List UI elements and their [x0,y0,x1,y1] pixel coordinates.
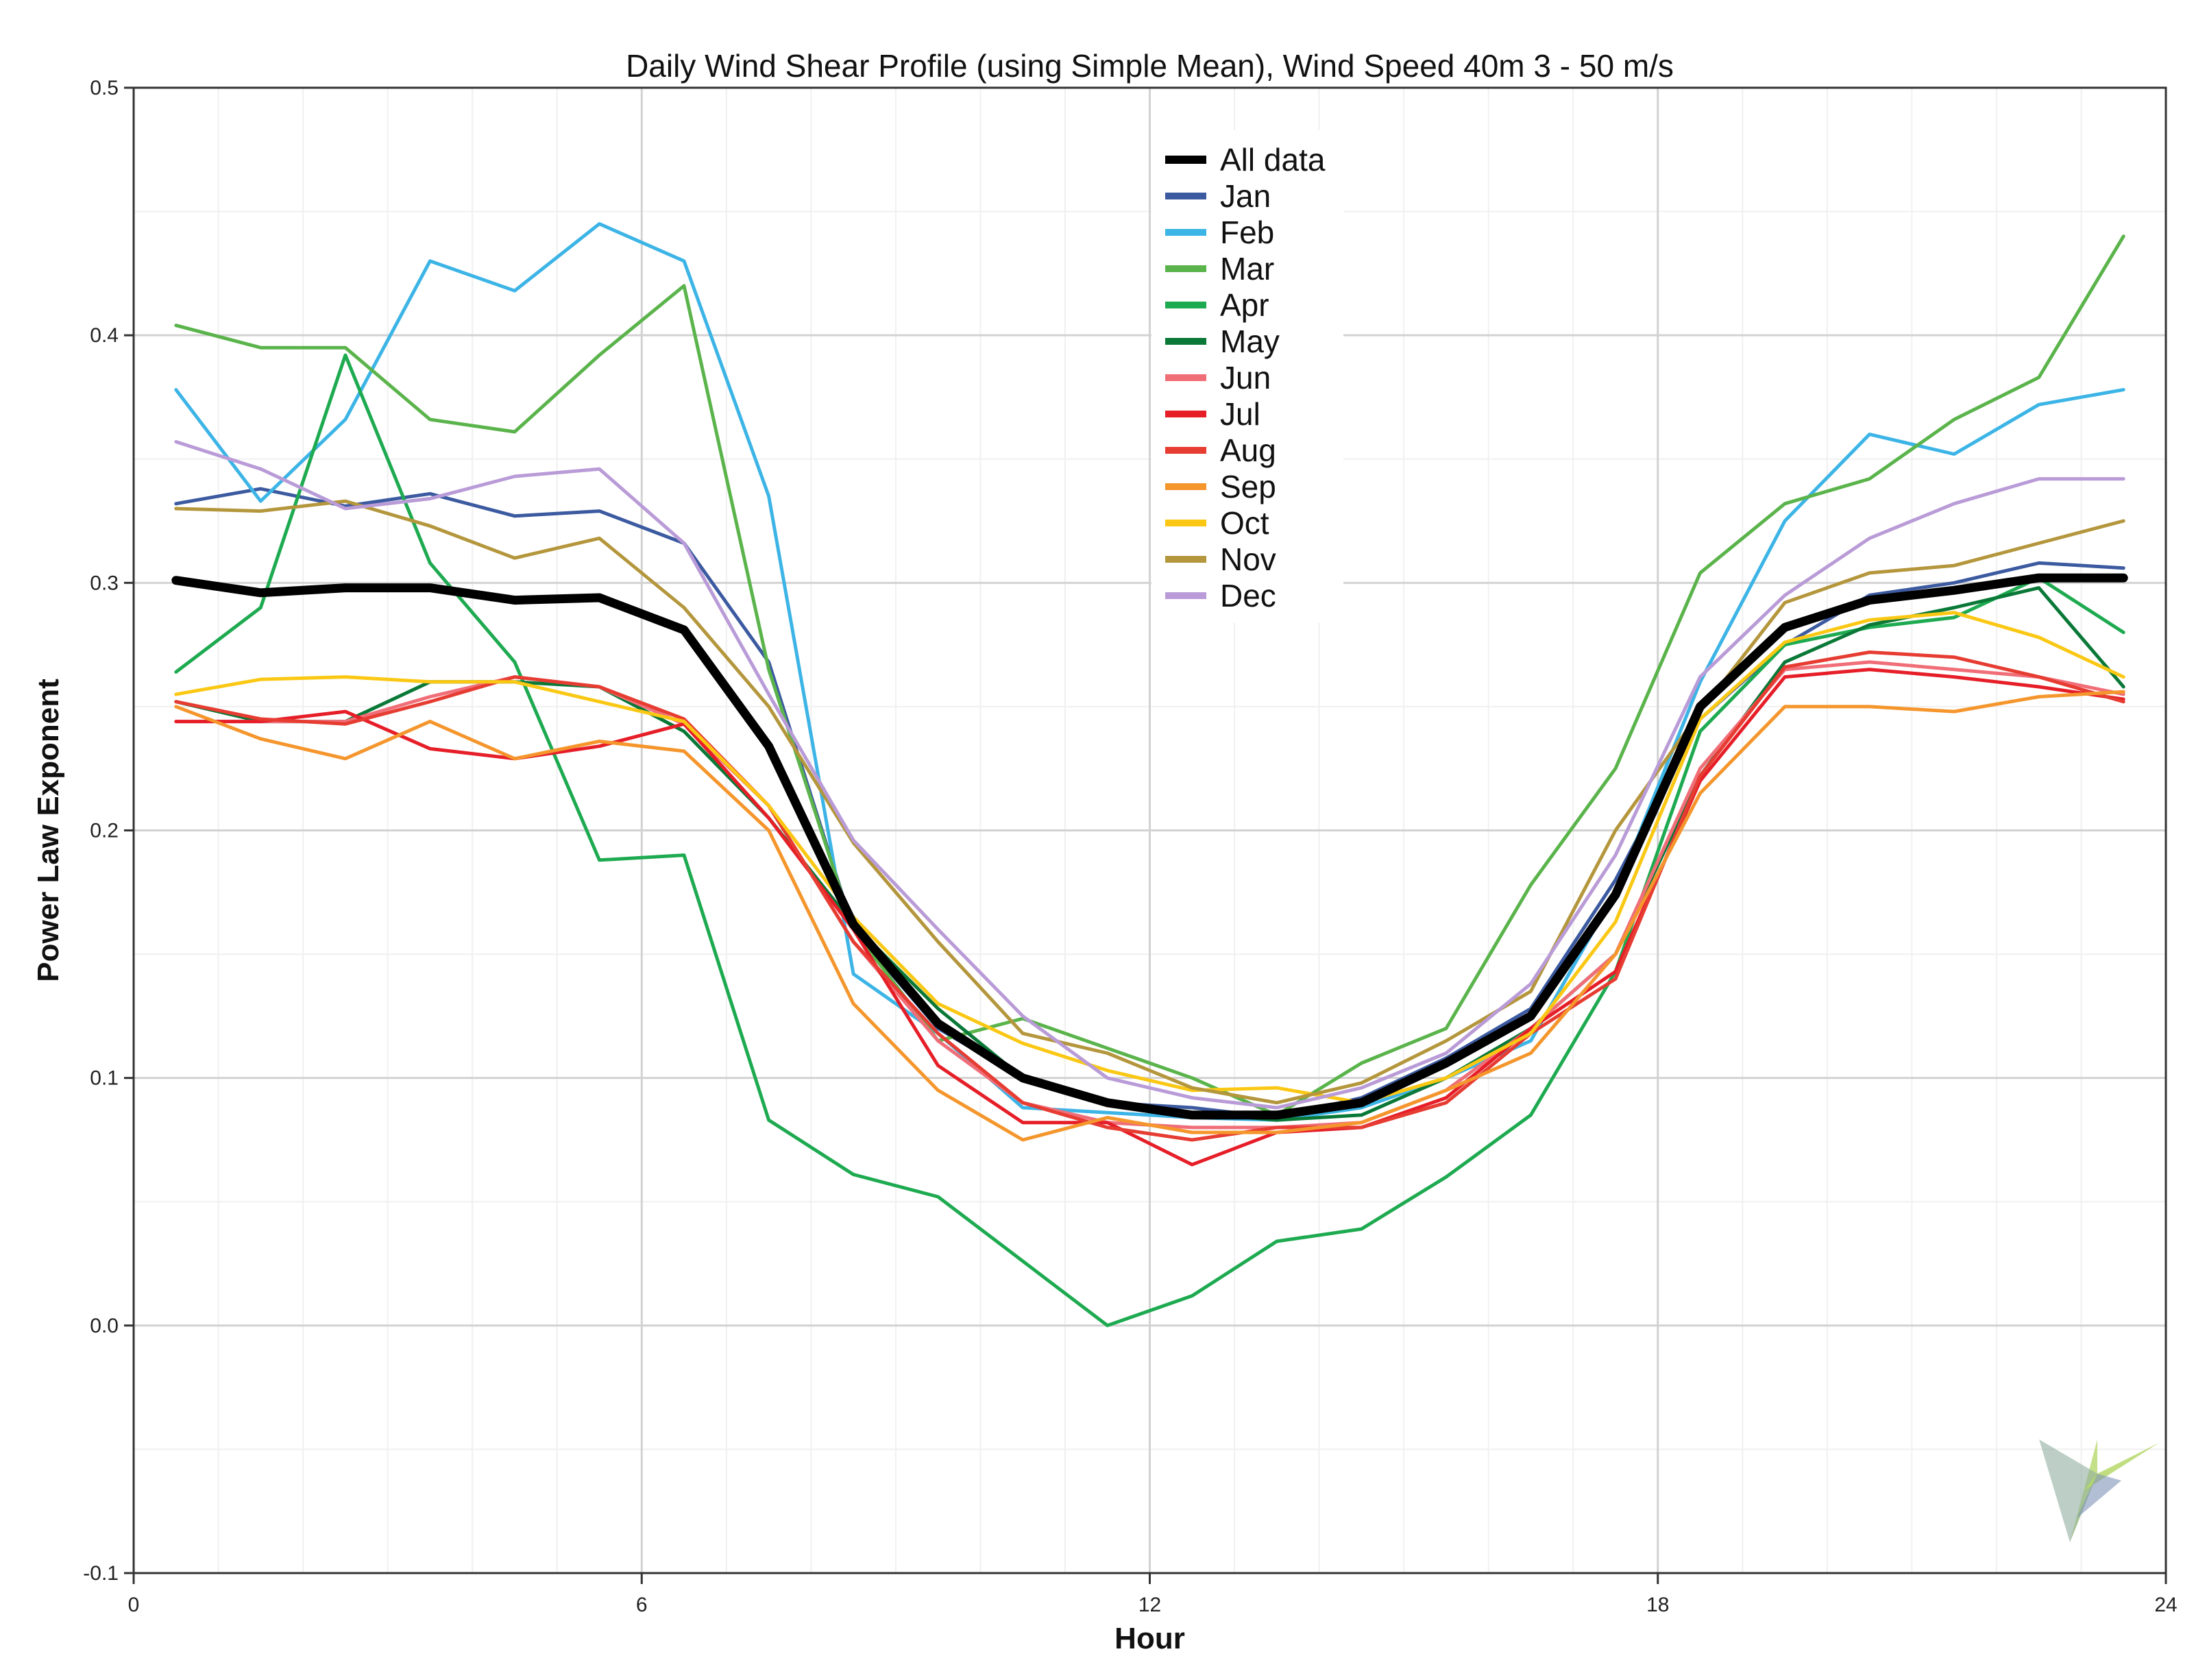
legend-label: Mar [1220,251,1274,287]
y-tick-label: 0.4 [90,324,119,347]
y-tick-label: -0.1 [83,1562,119,1585]
legend-label: Jul [1220,396,1260,432]
series-line-nov [174,499,2125,1105]
legend-label: Aug [1220,433,1276,468]
series-line-all-data [171,573,2128,1120]
legend-label: Sep [1220,469,1276,504]
y-axis-label: Power Law Exponent [32,679,65,982]
y-tick-label: 0.5 [90,77,119,99]
x-tick-label: 18 [1646,1594,1669,1616]
y-tick-label: 0.1 [90,1067,119,1090]
x-tick-label: 12 [1138,1594,1161,1616]
y-tick-label: 0.0 [90,1315,119,1337]
x-tick-label: 6 [636,1594,648,1616]
legend-label: Apr [1220,287,1269,323]
series-lines [171,222,2128,1328]
series-line-oct [174,611,2125,1105]
legend-label: Dec [1220,578,1276,613]
legend: All dataJanFebMarAprMayJunJulAugSepOctNo… [1151,130,1343,623]
chart-title: Daily Wind Shear Profile (using Simple M… [626,48,1674,84]
y-tick-label: 0.2 [90,820,119,842]
legend-label: Nov [1220,541,1276,577]
x-tick-label: 0 [128,1594,140,1616]
logo-icon [2039,1439,2159,1542]
x-tick-label: 24 [2154,1594,2177,1616]
series-line-jul [174,668,2125,1167]
legend-label: Oct [1220,505,1269,541]
series-line-feb [174,222,2125,1122]
series-line-apr [174,353,2125,1328]
series-line-mar [174,234,2125,1117]
legend-label: Jan [1220,178,1271,214]
legend-label: Jun [1220,360,1271,395]
y-tick-label: 0.3 [90,572,119,594]
legend-label: May [1220,324,1280,359]
legend-label: Feb [1220,215,1274,250]
x-axis-label: Hour [1114,1622,1185,1655]
major-gridlines [134,88,2166,1573]
series-line-sep [174,690,2125,1142]
legend-label: All data [1220,142,1326,178]
axis-ticks: 0 6 12 18 24 -0.1 0.0 0.1 0.2 0.3 0.4 0.5 [83,77,2177,1616]
series-line-dec [174,440,2125,1110]
